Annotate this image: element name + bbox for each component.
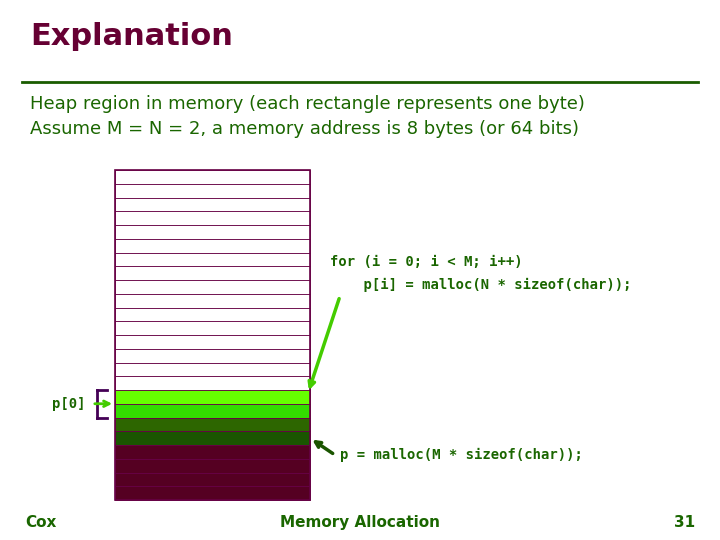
Bar bbox=[115, 225, 310, 239]
Text: p[i] = malloc(N * sizeof(char));: p[i] = malloc(N * sizeof(char)); bbox=[330, 278, 631, 292]
Text: Explanation: Explanation bbox=[30, 22, 233, 51]
Bar bbox=[115, 376, 310, 390]
Bar bbox=[115, 184, 310, 198]
Text: Assume M = N = 2, a memory address is 8 bytes (or 64 bits): Assume M = N = 2, a memory address is 8 … bbox=[30, 120, 579, 138]
Bar bbox=[115, 486, 310, 500]
Text: for (i = 0; i < M; i++): for (i = 0; i < M; i++) bbox=[330, 255, 523, 269]
Bar bbox=[115, 211, 310, 225]
Bar bbox=[115, 445, 310, 459]
Bar bbox=[115, 472, 310, 486]
Bar bbox=[115, 321, 310, 335]
Bar bbox=[115, 170, 310, 500]
Bar bbox=[115, 390, 310, 404]
Bar bbox=[115, 362, 310, 376]
Bar bbox=[115, 253, 310, 266]
Bar bbox=[115, 349, 310, 362]
Bar bbox=[115, 404, 310, 417]
Bar bbox=[115, 431, 310, 445]
Text: Heap region in memory (each rectangle represents one byte): Heap region in memory (each rectangle re… bbox=[30, 95, 585, 113]
Text: 31: 31 bbox=[674, 515, 695, 530]
Text: p[0]: p[0] bbox=[52, 397, 86, 411]
Text: Memory Allocation: Memory Allocation bbox=[280, 515, 440, 530]
Bar bbox=[115, 307, 310, 321]
Bar bbox=[115, 417, 310, 431]
Bar bbox=[115, 459, 310, 472]
Bar bbox=[115, 280, 310, 294]
Bar bbox=[115, 266, 310, 280]
Bar bbox=[115, 198, 310, 211]
Bar bbox=[115, 335, 310, 349]
Bar bbox=[115, 239, 310, 253]
Text: p = malloc(M * sizeof(char));: p = malloc(M * sizeof(char)); bbox=[340, 448, 583, 462]
Bar bbox=[115, 294, 310, 307]
Text: Cox: Cox bbox=[25, 515, 56, 530]
Bar bbox=[115, 170, 310, 184]
